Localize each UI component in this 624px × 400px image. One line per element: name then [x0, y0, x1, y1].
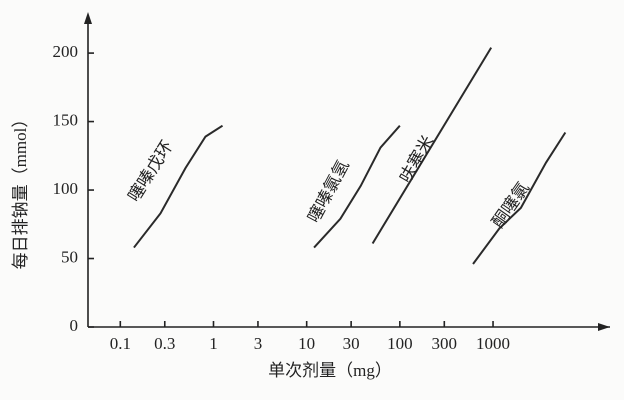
curve: [371, 47, 493, 244]
curve: [472, 131, 567, 265]
x-axis-arrow: [598, 323, 610, 331]
curve-label: 酮噻氯: [488, 179, 533, 232]
x-tick-label: 30: [343, 334, 360, 353]
curve: [313, 125, 401, 249]
x-tick-label: 1: [209, 334, 218, 353]
x-tick-label: 0.3: [154, 334, 175, 353]
curve-label: 噻嗪戊环: [125, 137, 177, 205]
y-axis-label: 每日排钠量（mmol）: [11, 111, 30, 270]
x-tick-label: 100: [387, 334, 413, 353]
curve-label: 呋塞米: [396, 132, 438, 186]
x-tick-label: 10: [298, 334, 315, 353]
x-tick-label: 3: [254, 334, 263, 353]
x-tick-label: 0.1: [110, 334, 131, 353]
y-tick-label: 50: [61, 247, 78, 266]
y-tick-label: 200: [53, 42, 79, 61]
y-tick-label: 150: [53, 110, 79, 129]
x-axis-label: 单次剂量（mg）: [268, 361, 392, 380]
y-tick-label: 0: [70, 316, 79, 335]
curve-label: 噻嗪氯氢: [304, 157, 353, 226]
x-tick-label: 1000: [476, 334, 510, 353]
y-tick-label: 100: [53, 179, 79, 198]
curve: [133, 124, 224, 249]
y-axis-arrow: [84, 12, 92, 24]
x-tick-label: 300: [432, 334, 458, 353]
